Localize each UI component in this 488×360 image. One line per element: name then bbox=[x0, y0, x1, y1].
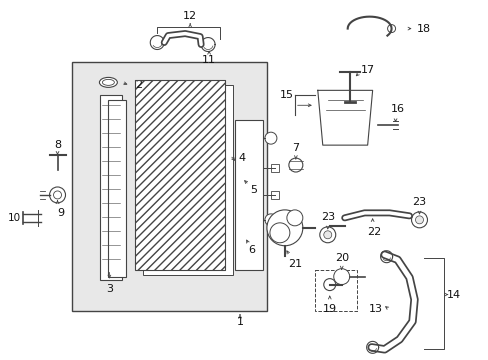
Circle shape bbox=[269, 223, 289, 243]
Circle shape bbox=[319, 227, 335, 243]
Text: 6: 6 bbox=[248, 245, 255, 255]
Text: 18: 18 bbox=[416, 24, 429, 33]
Bar bbox=[135, 80, 224, 270]
Text: 7: 7 bbox=[292, 143, 299, 153]
Bar bbox=[314, 270, 356, 311]
Text: 15: 15 bbox=[279, 90, 293, 100]
Bar bbox=[270, 164, 278, 172]
Text: 23: 23 bbox=[320, 212, 334, 222]
Text: 11: 11 bbox=[202, 55, 216, 66]
Circle shape bbox=[411, 212, 427, 228]
Circle shape bbox=[286, 210, 302, 226]
Circle shape bbox=[266, 210, 302, 246]
Text: 2: 2 bbox=[135, 80, 142, 90]
Bar bbox=[270, 191, 278, 199]
Text: 14: 14 bbox=[446, 289, 460, 300]
Bar bbox=[143, 85, 233, 275]
Text: 1: 1 bbox=[236, 318, 243, 328]
Text: 8: 8 bbox=[54, 140, 61, 150]
Bar bbox=[108, 100, 126, 276]
Circle shape bbox=[323, 231, 331, 239]
Ellipse shape bbox=[102, 80, 114, 85]
Text: 12: 12 bbox=[183, 11, 197, 21]
Bar bbox=[135, 80, 224, 270]
Bar bbox=[235, 120, 263, 270]
Text: 20: 20 bbox=[334, 253, 348, 263]
Text: 10: 10 bbox=[8, 213, 21, 223]
Text: 9: 9 bbox=[57, 208, 64, 218]
Text: 19: 19 bbox=[322, 303, 336, 314]
Circle shape bbox=[53, 191, 61, 199]
Text: 17: 17 bbox=[360, 66, 374, 76]
Circle shape bbox=[333, 269, 349, 285]
Polygon shape bbox=[317, 90, 372, 145]
Bar bbox=[100, 95, 122, 280]
Circle shape bbox=[264, 132, 276, 144]
Circle shape bbox=[264, 214, 276, 226]
Bar bbox=[135, 80, 224, 270]
Bar bbox=[72, 62, 266, 311]
Text: 5: 5 bbox=[250, 185, 257, 195]
Circle shape bbox=[387, 24, 395, 32]
Text: 23: 23 bbox=[411, 197, 426, 207]
Text: 3: 3 bbox=[106, 284, 113, 293]
Text: 13: 13 bbox=[368, 305, 382, 315]
Text: 16: 16 bbox=[390, 104, 404, 114]
Circle shape bbox=[49, 187, 65, 203]
Circle shape bbox=[323, 279, 335, 291]
Text: 22: 22 bbox=[367, 227, 381, 237]
Circle shape bbox=[415, 216, 423, 224]
Text: 4: 4 bbox=[238, 153, 245, 163]
Ellipse shape bbox=[99, 77, 117, 87]
Text: 21: 21 bbox=[287, 259, 301, 269]
Circle shape bbox=[288, 158, 302, 172]
